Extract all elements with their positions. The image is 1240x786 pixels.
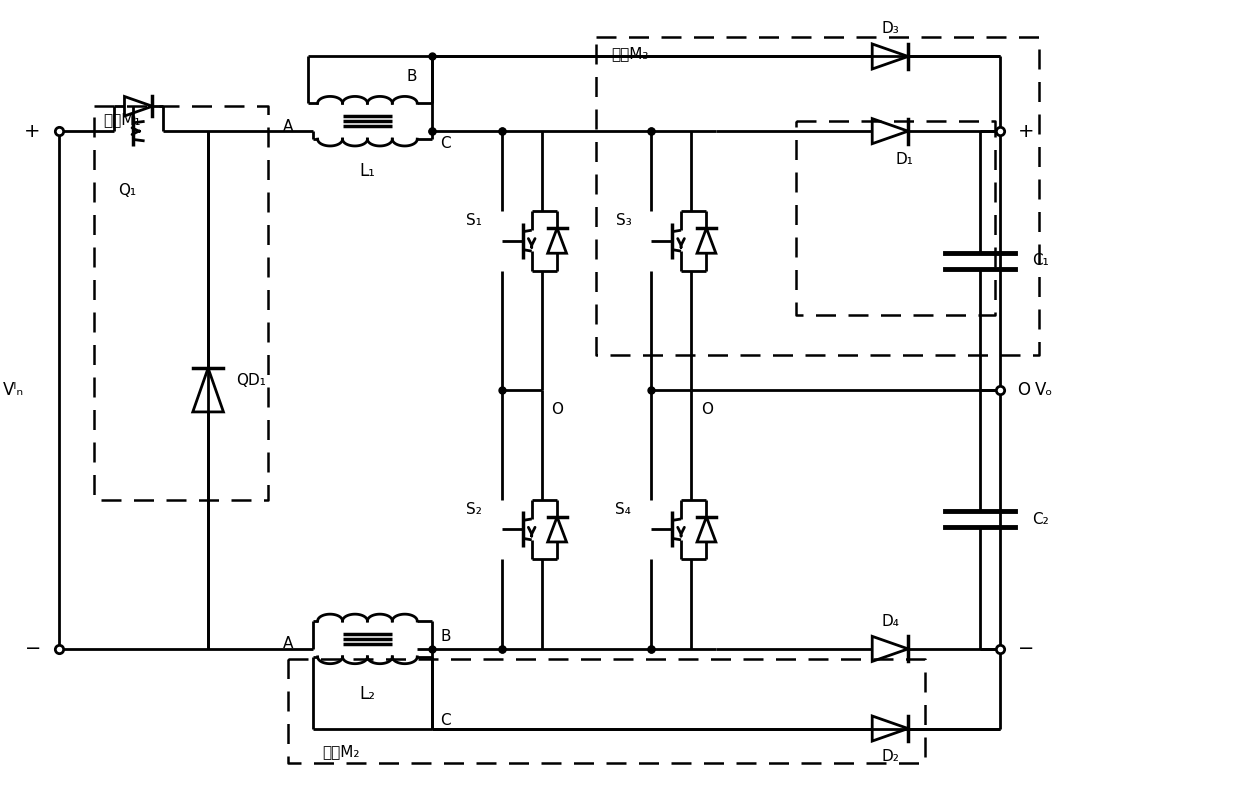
Text: A: A	[283, 119, 293, 134]
Text: A: A	[283, 637, 293, 652]
Text: S₃: S₃	[615, 213, 631, 228]
Text: C: C	[440, 713, 450, 728]
Text: −: −	[1018, 639, 1034, 659]
Text: +: +	[1018, 122, 1034, 141]
Text: C₂: C₂	[1033, 512, 1049, 527]
Text: B: B	[440, 630, 450, 645]
Text: L₁: L₁	[360, 162, 376, 180]
Text: D₄: D₄	[882, 614, 899, 629]
Text: S₄: S₄	[615, 502, 631, 517]
Text: L₂: L₂	[360, 685, 376, 703]
Text: Vₒ: Vₒ	[1034, 381, 1053, 399]
Text: D₁: D₁	[895, 152, 913, 167]
Text: Vᴵₙ: Vᴵₙ	[2, 381, 24, 399]
Text: C₁: C₁	[1033, 253, 1049, 268]
Text: B: B	[407, 69, 417, 84]
Text: C: C	[440, 136, 450, 151]
Text: 模块M₃: 模块M₃	[611, 46, 649, 61]
Text: QD₁: QD₁	[236, 373, 265, 387]
Text: 模块M₁: 模块M₁	[104, 112, 141, 127]
Text: S₁: S₁	[466, 213, 482, 228]
Text: S₂: S₂	[466, 502, 482, 517]
Text: O: O	[552, 402, 564, 417]
Text: O: O	[1018, 381, 1030, 399]
Text: Q₁: Q₁	[119, 183, 136, 198]
Text: O: O	[701, 402, 713, 417]
Text: D₃: D₃	[882, 21, 899, 36]
Text: +: +	[25, 122, 41, 141]
Text: D₂: D₂	[882, 749, 899, 764]
Text: −: −	[25, 639, 41, 659]
Text: 模块M₂: 模块M₂	[322, 744, 360, 759]
